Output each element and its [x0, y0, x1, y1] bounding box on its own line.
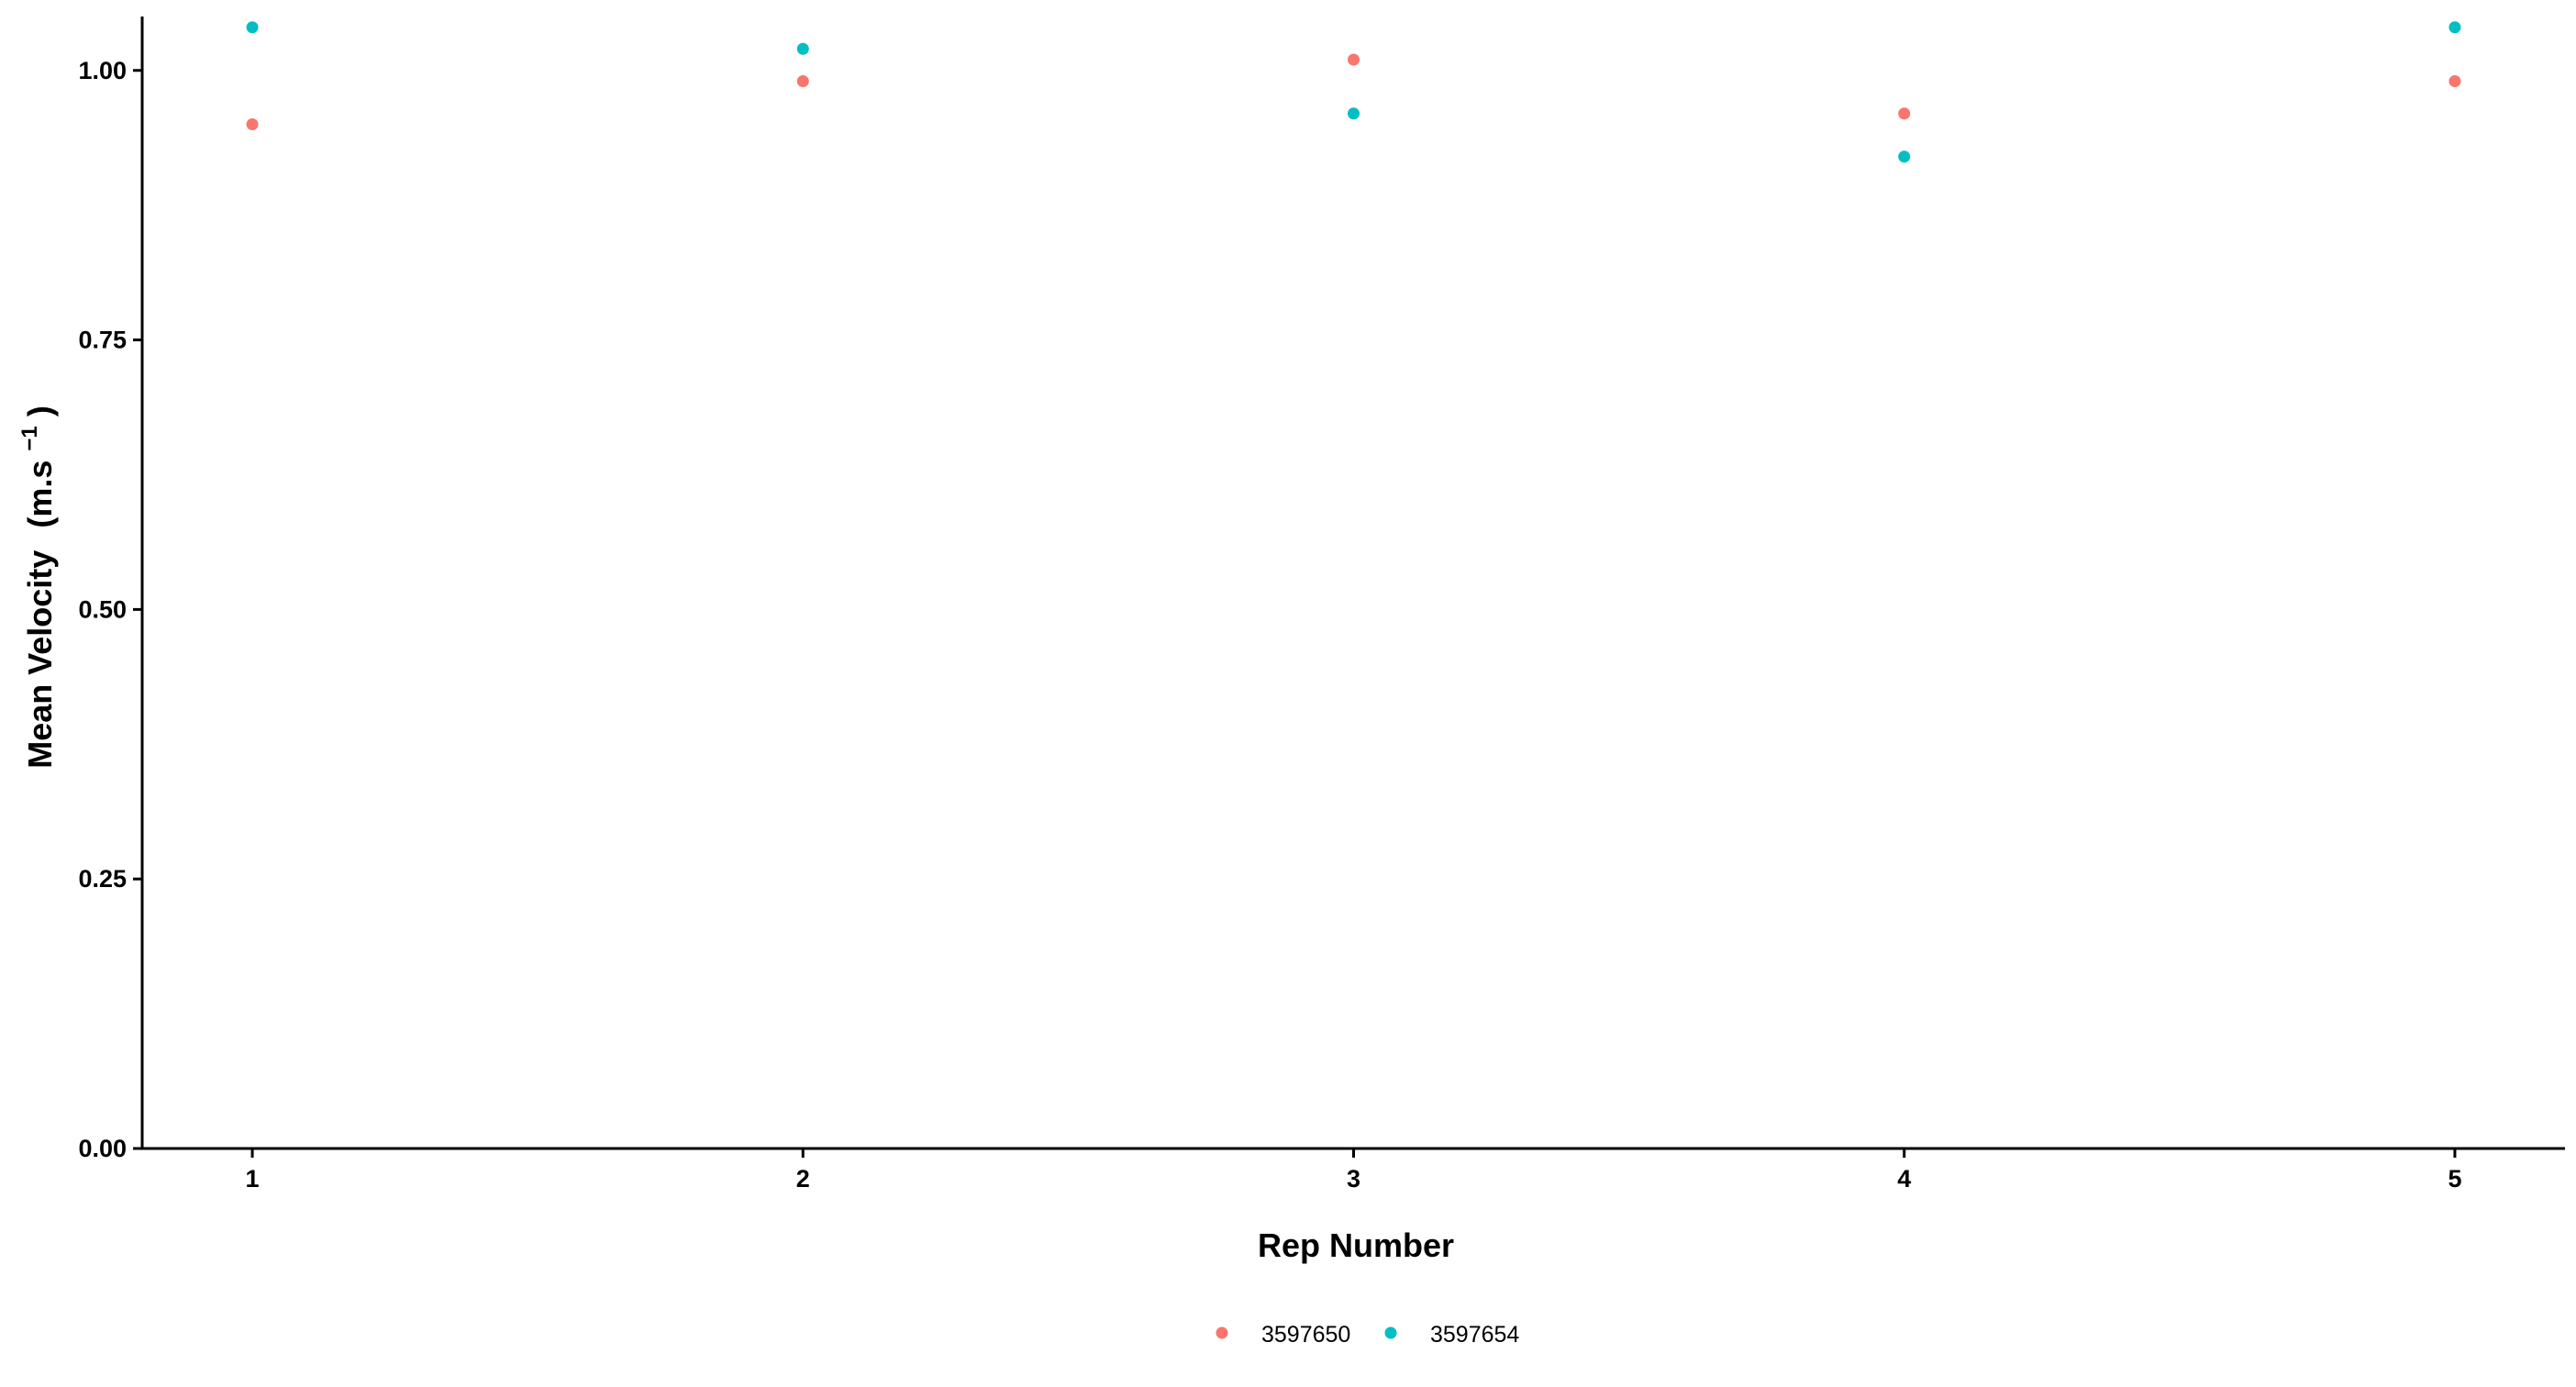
y-axis-title: Mean Velocity (m.s −1 ) — [6, 405, 59, 769]
data-point — [796, 42, 809, 55]
y-axis-ticks: 0.00 0.25 0.50 0.75 1.00 — [78, 57, 142, 1162]
data-point — [2448, 75, 2461, 88]
x-tick-label: 5 — [2448, 1165, 2461, 1193]
data-point — [246, 21, 259, 34]
data-point — [796, 75, 809, 88]
data-point — [2448, 21, 2461, 34]
data-point — [246, 118, 259, 131]
y-tick-label: 0.50 — [78, 595, 127, 623]
x-axis-title: Rep Number — [1258, 1226, 1454, 1264]
y-axis-title-exponent: −1 — [17, 426, 42, 450]
data-points — [246, 21, 2461, 163]
legend-label: 3597650 — [1261, 1322, 1350, 1348]
axes: 0.00 0.25 0.50 0.75 1.00 1 2 3 4 5 — [78, 17, 2565, 1193]
data-point — [1898, 150, 1911, 163]
x-tick-label: 2 — [796, 1165, 810, 1193]
y-tick-label: 0.00 — [78, 1135, 127, 1162]
x-axis-ticks: 1 2 3 4 5 — [246, 1148, 2461, 1193]
x-tick-label: 4 — [1897, 1165, 1911, 1193]
data-point — [1348, 53, 1360, 66]
x-tick-label: 3 — [1347, 1165, 1360, 1193]
legend-key — [1216, 1326, 1228, 1339]
legend-key — [1384, 1326, 1397, 1339]
x-tick-label: 1 — [246, 1165, 260, 1193]
y-axis-title-unit: (m.s — [21, 460, 59, 528]
data-point — [1348, 107, 1360, 120]
legend: 3597650 3597654 — [1216, 1322, 1519, 1348]
y-axis-title-close: ) — [21, 405, 59, 416]
y-axis-title-main: Mean Velocity — [21, 550, 59, 769]
y-tick-label: 0.75 — [78, 327, 127, 354]
legend-label: 3597654 — [1430, 1322, 1519, 1348]
y-tick-label: 0.25 — [78, 865, 127, 893]
data-point — [1898, 107, 1911, 120]
y-tick-label: 1.00 — [78, 57, 127, 84]
